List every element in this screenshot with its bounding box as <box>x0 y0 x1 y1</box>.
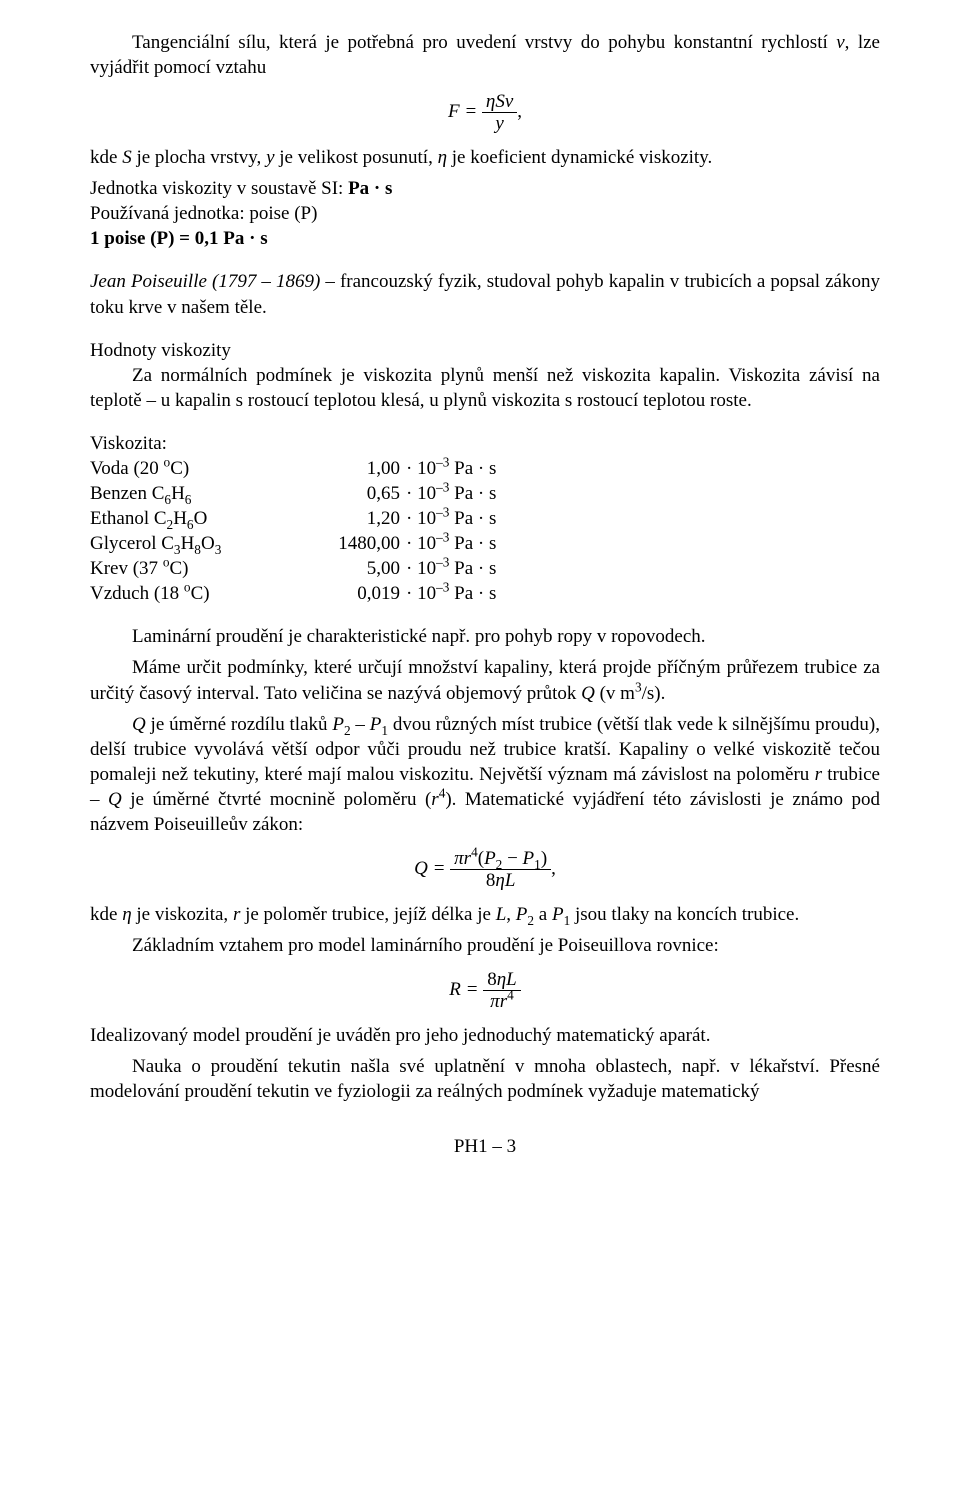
para-poiseuille-eq-intro: Základním vztahem pro model laminárního … <box>90 933 880 958</box>
para-flowrate-def: Máme určit podmínky, které určují množst… <box>90 655 880 705</box>
para-intro: Tangenciální sílu, která je potřebná pro… <box>90 30 880 80</box>
para-poise-bio: Jean Poiseuille (1797 – 1869) – francouz… <box>90 269 880 319</box>
equation-1: F = ηSv y , <box>90 92 880 133</box>
viscosity-header: Viskozita: <box>90 431 880 456</box>
viscosity-row: Voda (20 oC)1,00 · 10–3 Pa · s <box>90 456 880 481</box>
para-poise-conv: 1 poise (P) = 0,1 Pa · s <box>90 226 880 251</box>
para-idealized: Idealizovaný model proudění je uváděn pr… <box>90 1023 880 1048</box>
hv-text: Za normálních podmínek je viskozita plyn… <box>90 363 880 413</box>
viscosity-row: Krev (37 oC)5,00 · 10–3 Pa · s <box>90 556 880 581</box>
para-poiseuille-desc: Q je úměrné rozdílu tlaků P2 – P1 dvou r… <box>90 712 880 837</box>
para-def-symbols: kde S je plocha vrstvy, y je velikost po… <box>90 145 880 170</box>
viscosity-row: Vzduch (18 oC)0,019 · 10–3 Pa · s <box>90 581 880 606</box>
page-footer: PH1 – 3 <box>90 1134 880 1159</box>
viscosity-row: Ethanol C2H6O1,20 · 10–3 Pa · s <box>90 506 880 531</box>
equation-2: Q = πr4(P2 − P1) 8ηL , <box>90 849 880 890</box>
viscosity-table: Viskozita: Voda (20 oC)1,00 · 10–3 Pa · … <box>90 431 880 607</box>
para-laminar: Laminární proudění je charakteristické n… <box>90 624 880 649</box>
equation-3: R = 8ηL πr4 <box>90 970 880 1011</box>
para-poise: Používaná jednotka: poise (P) <box>90 201 880 226</box>
viscosity-row: Glycerol C3H8O31480,00 · 10–3 Pa · s <box>90 531 880 556</box>
para-si-unit: Jednotka viskozity v soustavě SI: Pa · s <box>90 176 880 201</box>
viscosity-row: Benzen C6H60,65 · 10–3 Pa · s <box>90 481 880 506</box>
hv-title: Hodnoty viskozity <box>90 338 880 363</box>
para-applications: Nauka o proudění tekutin našla své uplat… <box>90 1054 880 1104</box>
para-eq2-symbols: kde η je viskozita, r je poloměr trubice… <box>90 902 880 927</box>
